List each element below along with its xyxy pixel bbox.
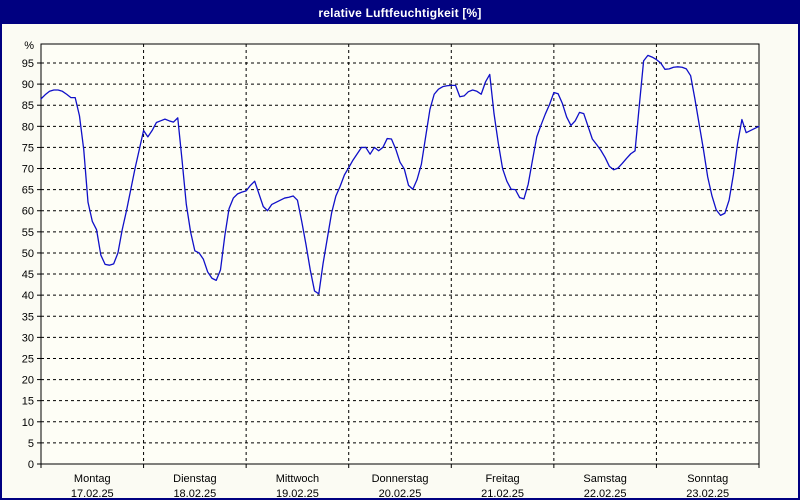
x-day-date-label: 21.02.25 (481, 488, 524, 498)
y-tick-label: 75 (22, 142, 34, 154)
humidity-chart: 0 5 10 15 20 25 30 35 40 45 50 55 60 65 70 75 80 85 90 95% M… (22, 40, 760, 498)
x-day-name-label: Samstag (583, 473, 626, 485)
y-tick-label: 90 (22, 79, 34, 91)
y-tick-label: 65 (22, 185, 34, 197)
y-tick-label: 5 (28, 438, 34, 450)
y-tick-label: 70 (22, 164, 34, 176)
x-day-name-label: Donnerstag (372, 473, 429, 485)
x-day-date-label: 20.02.25 (379, 488, 422, 498)
chart-area: 0 5 10 15 20 25 30 35 40 45 50 55 60 65 70 75 80 85 90 95% M… (2, 24, 798, 498)
y-tick-label: 40 (22, 290, 34, 302)
y-tick-label: 35 (22, 311, 34, 323)
x-day-date-label: 17.02.25 (71, 488, 114, 498)
y-tick-label: 85 (22, 100, 34, 112)
y-tick-label: 10 (22, 417, 34, 429)
x-day-date-label: 22.02.25 (584, 488, 627, 498)
y-tick-label: 15 (22, 396, 34, 408)
plot-background (41, 44, 759, 464)
x-day-date-label: 18.02.25 (173, 488, 216, 498)
window-title: relative Luftfeuchtigkeit [%] (318, 6, 482, 20)
y-tick-label: 60 (22, 206, 34, 218)
y-tick-label: 0 (28, 459, 34, 471)
window-title-bar[interactable]: relative Luftfeuchtigkeit [%] (2, 2, 798, 24)
humidity-line-series (40, 54, 760, 295)
y-tick-label: 25 (22, 353, 34, 365)
y-axis-unit-label: % (24, 40, 34, 52)
x-day-name-label: Freitag (485, 473, 519, 485)
y-tick-label: 45 (22, 269, 34, 281)
x-day-date-label: 19.02.25 (276, 488, 319, 498)
x-day-name-label: Dienstag (173, 473, 216, 485)
x-day-name-label: Sonntag (687, 473, 728, 485)
y-tick-label: 55 (22, 227, 34, 239)
y-tick-label: 20 (22, 375, 34, 387)
y-tick-label: 30 (22, 332, 34, 344)
y-tick-label: 80 (22, 121, 34, 133)
x-day-date-label: 23.02.25 (686, 488, 729, 498)
y-tick-label: 50 (22, 248, 34, 260)
y-tick-label: 95 (22, 58, 34, 70)
x-day-name-label: Montag (74, 473, 111, 485)
x-day-name-label: Mittwoch (276, 473, 319, 485)
plot-border (40, 43, 760, 465)
